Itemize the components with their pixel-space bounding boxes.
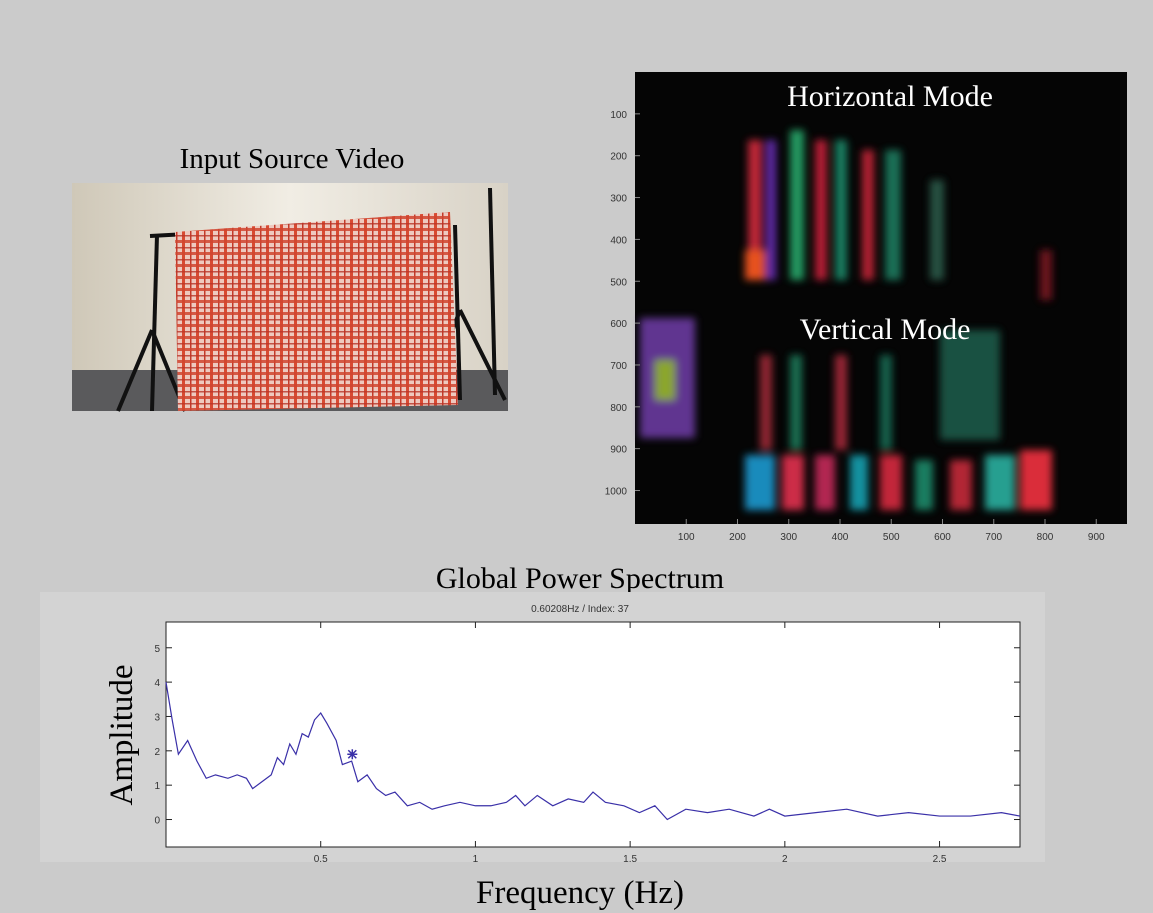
x-tick-label: 200 [729, 532, 746, 543]
y-tick-label: 4 [154, 678, 160, 689]
mode-image [635, 72, 1127, 524]
x-tick-label: 2.5 [933, 854, 947, 865]
mode-label: Horizontal Mode [787, 80, 993, 113]
x-tick-label: 900 [1088, 532, 1105, 543]
y-tick-label: 900 [610, 445, 627, 456]
spectrum-line [165, 682, 1021, 821]
selected-marker [347, 749, 358, 760]
spectrum-heading: Global Power Spectrum [436, 562, 724, 595]
x-tick-label: 700 [985, 532, 1002, 543]
video-frame [72, 183, 508, 412]
y-tick-label: 400 [610, 235, 627, 246]
plot-area [165, 621, 1021, 848]
y-tick-label: 800 [610, 403, 627, 414]
y-tick-label: 700 [610, 361, 627, 372]
x-tick-label: 500 [883, 532, 900, 543]
x-axis-label: Frequency (Hz) [476, 875, 684, 911]
y-tick-label: 1 [154, 781, 160, 792]
x-tick-label: 600 [934, 532, 951, 543]
mode-label: Vertical Mode [800, 313, 971, 346]
y-tick-label: 100 [610, 110, 627, 121]
y-axis-label: Amplitude [104, 664, 140, 805]
x-tick-label: 1.5 [623, 854, 637, 865]
chart-subtitle: 0.60208Hz / Index: 37 [531, 604, 629, 615]
y-tick-label: 600 [610, 319, 627, 330]
x-tick-label: 1 [473, 854, 479, 865]
x-tick-label: 800 [1037, 532, 1054, 543]
x-tick-label: 400 [832, 532, 849, 543]
y-tick-label: 5 [154, 644, 160, 655]
y-tick-label: 3 [154, 712, 160, 723]
x-tick-label: 0.5 [314, 854, 328, 865]
y-tick-label: 2 [154, 747, 160, 758]
x-tick-label: 100 [678, 532, 695, 543]
y-tick-label: 500 [610, 277, 627, 288]
x-tick-label: 2 [782, 854, 788, 865]
y-tick-label: 0 [154, 816, 160, 827]
y-tick-label: 200 [610, 152, 627, 163]
x-tick-label: 300 [780, 532, 797, 543]
y-tick-label: 1000 [605, 487, 628, 498]
y-tick-label: 300 [610, 194, 627, 205]
video-title: Input Source Video [180, 143, 405, 175]
